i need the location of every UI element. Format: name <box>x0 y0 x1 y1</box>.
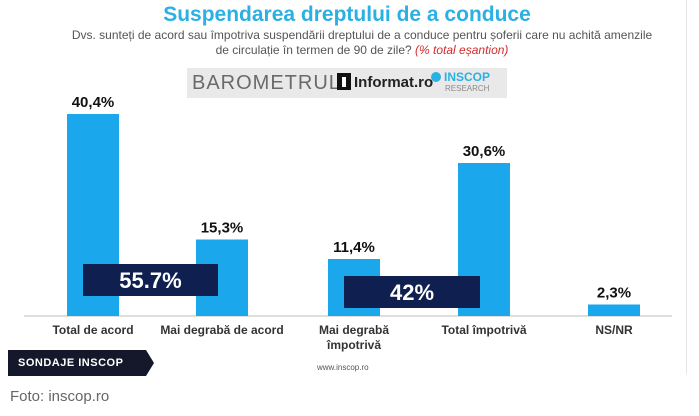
total-label-0: 55.7% <box>119 268 181 293</box>
barometru-logo: BAROMETRUL <box>192 72 341 94</box>
category-label-1: Mai degrabă de acord <box>160 323 283 337</box>
informat-mark-icon <box>337 73 351 90</box>
bar-value-label-2: 11,4% <box>333 239 375 256</box>
category-label-4: NS/NR <box>595 323 633 337</box>
subtitle-line-1: Dvs. sunteți de acord sau împotriva susp… <box>71 28 653 42</box>
logo-band: BAROMETRUL Informat.ro INSCOP RESEARCH <box>187 68 507 98</box>
bar-value-label-3: 30,6% <box>463 143 506 160</box>
bar-value-label-0: 40,4% <box>72 94 115 111</box>
bar-value-label-1: 15,3% <box>201 220 244 237</box>
source-url: www.inscop.ro <box>317 363 369 372</box>
bar-chart: 55.7% 42% 40,4% Total de acord 15,3% Mai deg… <box>24 94 672 352</box>
chart-subtitle: Dvs. sunteți de acord sau împotriva susp… <box>62 28 662 58</box>
inscop-logo: INSCOP RESEARCH <box>431 71 490 95</box>
total-box-1 <box>344 276 480 308</box>
sondaje-badge[interactable]: SONDAJE INSCOP <box>8 350 154 376</box>
chart-card: Suspendarea dreptului de a conduce Dvs. … <box>2 0 687 374</box>
total-box-0 <box>83 264 218 296</box>
informat-logo-text: Informat.ro <box>354 74 434 91</box>
inscop-logo-sub: RESEARCH <box>445 84 490 93</box>
subtitle-line-2: de circulație în termen de 90 de zile? <box>215 43 412 57</box>
inscop-dot-icon <box>431 72 441 82</box>
bar-value-label-4: 2,3% <box>597 285 631 302</box>
sample-note: (% total eșantion) <box>415 43 509 57</box>
photo-caption: Foto: inscop.ro <box>10 388 110 405</box>
category-label-2-line-0: Mai degrabă <box>319 323 389 337</box>
total-label-1: 42% <box>390 280 434 305</box>
chart-title: Suspendarea dreptului de a conduce <box>163 3 531 26</box>
inscop-logo-text: INSCOP <box>444 70 491 84</box>
informat-logo: Informat.ro <box>337 73 433 91</box>
category-label-0: Total de acord <box>52 323 133 337</box>
bar-4 <box>588 304 640 316</box>
category-label-3: Total împotrivă <box>441 323 526 337</box>
category-label-2-line-1: împotrivă <box>326 338 381 352</box>
